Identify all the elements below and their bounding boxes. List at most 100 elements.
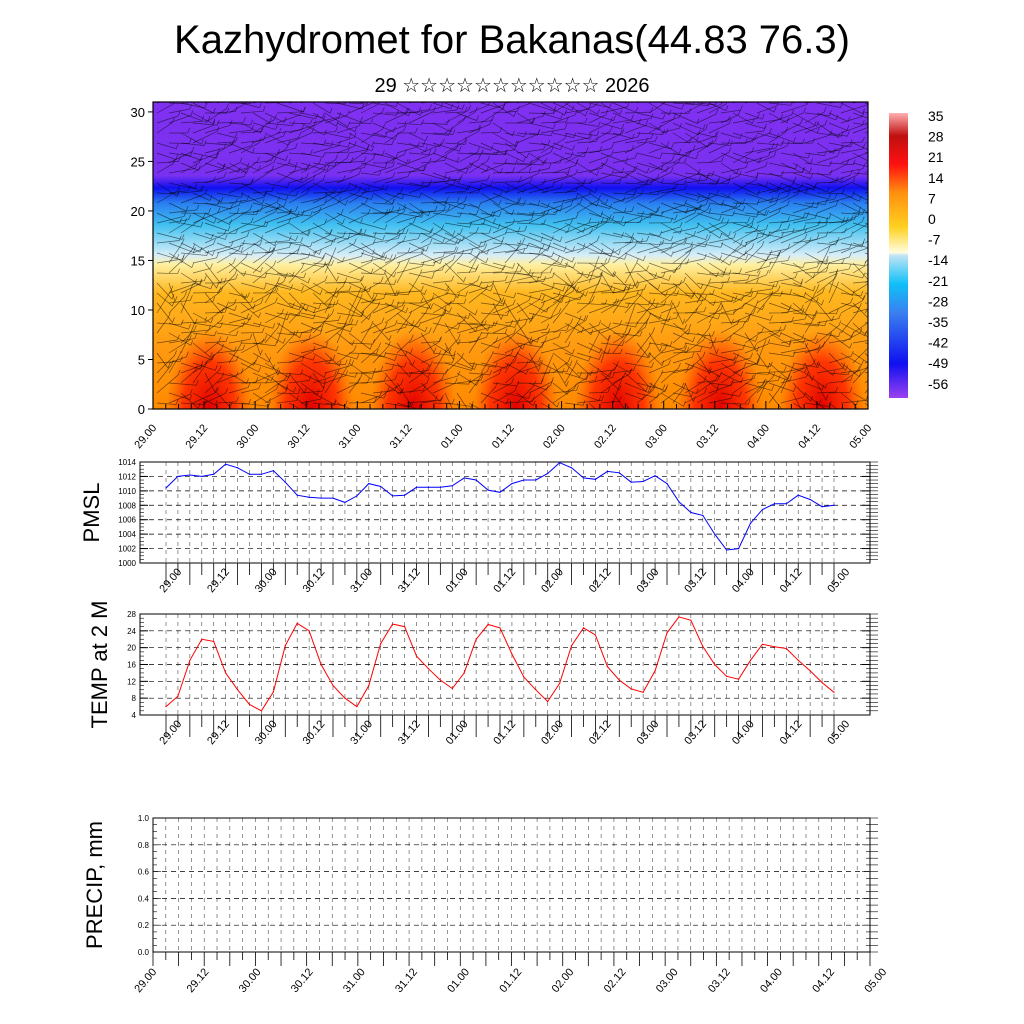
wind-barb [564, 322, 584, 333]
data-point [392, 495, 394, 497]
wind-barb [348, 197, 369, 214]
wind-barb [540, 123, 568, 134]
wind-barb [648, 262, 678, 273]
wind-barb [636, 342, 651, 364]
wind-barb [420, 373, 445, 394]
wind-barb [624, 120, 649, 134]
wind-barb [552, 142, 575, 151]
wind-barb [540, 362, 565, 374]
wind-barb [240, 156, 260, 174]
wind-barb [816, 258, 845, 264]
wind-barb [372, 352, 398, 362]
data-point [344, 501, 346, 503]
y-tick-label: 1010 [118, 487, 136, 496]
wind-barb [240, 272, 268, 279]
y-tick-label: 0.4 [138, 894, 150, 903]
y-tick-label: 10 [131, 303, 145, 318]
wind-barb [696, 312, 721, 320]
wind-barb [492, 222, 521, 233]
wind-barb [264, 375, 290, 384]
wind-barb [588, 242, 614, 258]
wind-barb [804, 392, 822, 406]
wind-barb [276, 395, 299, 404]
wind-barb [456, 362, 477, 370]
wind-barb [564, 178, 593, 184]
wind-barb [228, 162, 249, 174]
wind-barb [252, 260, 277, 284]
wind-barb [384, 300, 405, 314]
wind-barb [432, 232, 461, 245]
colorbar-label: -56 [928, 376, 948, 392]
wind-barb [612, 102, 639, 113]
wind-barb [636, 342, 652, 359]
wind-barb [360, 208, 391, 215]
wind-barb [780, 212, 806, 219]
wind-barb [408, 205, 438, 214]
wind-barb [576, 322, 594, 336]
wind-barb [168, 282, 178, 303]
wind-barb [840, 352, 864, 366]
wind-barb [324, 352, 342, 367]
wind-barb [444, 228, 463, 244]
wind-barb [708, 295, 738, 304]
data-point [177, 695, 179, 697]
x-tick-label: 29.12 [183, 422, 210, 451]
wind-barb [384, 152, 411, 165]
wind-barb [768, 109, 795, 124]
x-tick-label: 29.12 [185, 966, 212, 995]
wind-barb [168, 333, 198, 344]
wind-barb [288, 272, 311, 284]
wind-barb [264, 158, 291, 174]
wind-barb [252, 392, 271, 404]
wind-barb [336, 358, 352, 384]
wind-barb [396, 141, 420, 154]
wind-barb [444, 248, 474, 254]
x-tick-label: 31.12 [393, 966, 420, 995]
wind-barb [612, 362, 633, 374]
wind-barb [768, 228, 795, 244]
data-point [308, 496, 310, 498]
wind-barb [540, 292, 564, 303]
wind-barb [432, 104, 460, 114]
wind-barb [240, 327, 265, 334]
x-tick-label: 01.12 [491, 566, 518, 595]
wind-barb [684, 282, 702, 301]
wind-barb [684, 199, 709, 214]
wind-barb [300, 386, 325, 394]
wind-barb [636, 292, 659, 309]
wind-barb [336, 132, 357, 144]
wind-barb [456, 352, 475, 368]
wind-barb [360, 390, 383, 404]
wind-barb [348, 282, 372, 293]
wind-barb [612, 272, 631, 290]
wind-barb [276, 311, 289, 344]
wind-barb [420, 232, 446, 244]
wind-barb [636, 392, 660, 399]
wind-barb [264, 217, 291, 234]
x-tick-label: 31.12 [396, 566, 423, 595]
wind-barb [480, 342, 501, 349]
wind-barb [456, 275, 480, 294]
wind-barb [456, 320, 487, 326]
wind-barb [516, 360, 543, 374]
wind-barb [732, 291, 754, 298]
wind-barb [852, 192, 868, 201]
wind-barb [768, 316, 794, 324]
wind-barb [396, 342, 416, 366]
wind-barb [660, 258, 690, 265]
wind-barb [192, 102, 216, 114]
wind-barb [780, 363, 795, 394]
wind-barb [324, 141, 351, 148]
wind-barb [192, 212, 217, 224]
wind-barb [792, 261, 820, 274]
wind-barb [624, 172, 649, 185]
wind-barb [420, 141, 443, 148]
wind-barb [468, 174, 490, 184]
wind-barb [516, 322, 534, 346]
wind-barb [744, 112, 765, 120]
data-point [272, 691, 274, 693]
wind-barb [624, 137, 648, 154]
wind-barb [636, 302, 662, 321]
wind-barb [660, 239, 687, 245]
